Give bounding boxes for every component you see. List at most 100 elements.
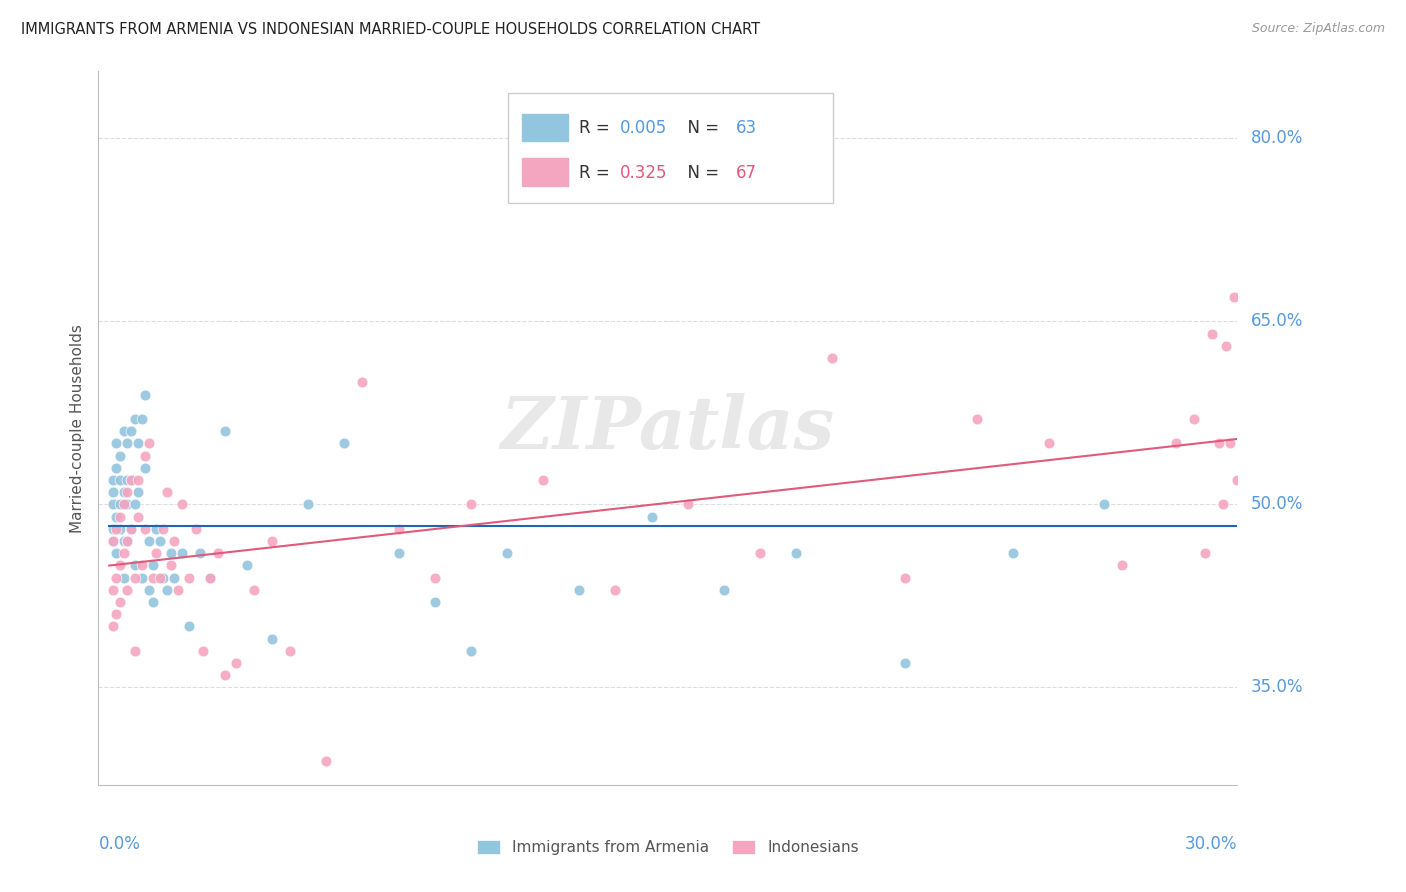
Point (108, 509, 131, 524)
Point (214, 424, 236, 438)
Point (101, 497, 124, 511)
Point (460, 644, 482, 658)
Point (170, 546, 193, 560)
Text: 63: 63 (737, 120, 758, 137)
Point (112, 571, 135, 585)
Point (1111, 558, 1133, 573)
Point (108, 449, 131, 463)
Text: 30.0%: 30.0% (1185, 835, 1237, 853)
Point (117, 436, 139, 450)
Point (138, 582, 160, 597)
Point (188, 546, 211, 560)
Point (117, 485, 139, 500)
Point (127, 436, 149, 450)
Point (134, 522, 156, 536)
Legend: Immigrants from Armenia, Indonesians: Immigrants from Armenia, Indonesians (470, 832, 866, 863)
Text: IMMIGRANTS FROM ARMENIA VS INDONESIAN MARRIED-COUPLE HOUSEHOLDS CORRELATION CHAR: IMMIGRANTS FROM ARMENIA VS INDONESIAN MA… (21, 22, 761, 37)
FancyBboxPatch shape (522, 114, 568, 141)
Point (120, 473, 142, 487)
Text: 50.0%: 50.0% (1251, 495, 1303, 514)
Point (163, 533, 186, 548)
Point (1038, 436, 1060, 450)
Point (149, 533, 172, 548)
Point (1219, 436, 1241, 450)
Text: ZIPatlas: ZIPatlas (501, 392, 835, 464)
Point (568, 582, 591, 597)
Text: 0.325: 0.325 (620, 164, 668, 182)
Point (117, 533, 139, 548)
Point (117, 533, 139, 548)
Point (821, 351, 844, 365)
Point (243, 582, 266, 597)
Point (1182, 412, 1205, 426)
Point (785, 546, 807, 560)
Point (131, 558, 153, 573)
Point (1212, 497, 1234, 511)
Point (101, 582, 124, 597)
Point (117, 582, 139, 597)
Point (138, 436, 160, 450)
Point (145, 522, 167, 536)
Point (134, 460, 156, 475)
Point (134, 449, 156, 463)
Point (163, 571, 186, 585)
Point (105, 607, 128, 622)
Point (235, 558, 257, 573)
Point (112, 485, 135, 500)
FancyBboxPatch shape (509, 93, 832, 203)
Point (108, 497, 131, 511)
Point (127, 509, 149, 524)
Text: Source: ZipAtlas.com: Source: ZipAtlas.com (1251, 22, 1385, 36)
Point (333, 436, 356, 450)
Point (127, 473, 149, 487)
Point (112, 497, 135, 511)
Point (496, 546, 519, 560)
Point (149, 571, 172, 585)
Text: 67: 67 (737, 164, 758, 182)
Point (640, 509, 662, 524)
Point (105, 436, 128, 450)
Point (893, 656, 915, 670)
Point (713, 582, 735, 597)
Point (156, 582, 179, 597)
Point (200, 571, 222, 585)
Point (105, 509, 128, 524)
Point (1222, 290, 1244, 304)
Point (170, 497, 193, 511)
Text: N =: N = (676, 164, 724, 182)
Point (108, 522, 131, 536)
Point (260, 533, 283, 548)
Text: 0.0%: 0.0% (98, 835, 141, 853)
Point (108, 473, 131, 487)
Point (177, 571, 200, 585)
Point (676, 497, 699, 511)
Point (142, 558, 165, 573)
Text: 65.0%: 65.0% (1251, 312, 1303, 330)
Point (184, 522, 207, 536)
Point (387, 522, 409, 536)
Point (1194, 546, 1216, 560)
Point (134, 387, 156, 401)
Point (260, 632, 283, 646)
Point (315, 754, 337, 768)
Text: 0.005: 0.005 (620, 120, 668, 137)
Point (117, 497, 139, 511)
Point (142, 571, 165, 585)
Point (120, 424, 142, 438)
Point (124, 644, 146, 658)
Point (127, 485, 149, 500)
Point (1092, 497, 1115, 511)
Point (460, 497, 482, 511)
Point (105, 522, 128, 536)
Point (112, 533, 135, 548)
Point (159, 558, 181, 573)
Point (131, 571, 153, 585)
Point (156, 485, 179, 500)
Point (142, 595, 165, 609)
Point (138, 533, 160, 548)
Point (605, 582, 627, 597)
Point (423, 595, 446, 609)
Point (966, 412, 988, 426)
FancyBboxPatch shape (522, 159, 568, 186)
Point (101, 522, 124, 536)
